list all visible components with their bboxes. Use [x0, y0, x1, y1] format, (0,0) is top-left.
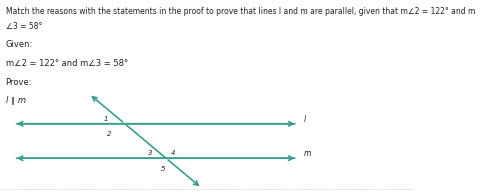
Text: 2: 2 [107, 131, 112, 137]
Text: Prove:: Prove: [6, 78, 32, 87]
Text: 3: 3 [148, 150, 152, 156]
Text: l: l [304, 115, 306, 124]
Text: l ∥ m: l ∥ m [6, 95, 25, 104]
Text: 1: 1 [104, 116, 108, 122]
Text: ∠3 = 58°: ∠3 = 58° [6, 23, 42, 31]
Text: Match the reasons with the statements in the proof to prove that lines l and m a: Match the reasons with the statements in… [6, 7, 475, 16]
Text: Given:: Given: [6, 40, 33, 49]
Text: 4: 4 [171, 150, 175, 156]
Text: m∠2 = 122° and m∠3 = 58°: m∠2 = 122° and m∠3 = 58° [6, 59, 128, 68]
Text: 5: 5 [160, 166, 165, 172]
Text: m: m [304, 149, 311, 158]
